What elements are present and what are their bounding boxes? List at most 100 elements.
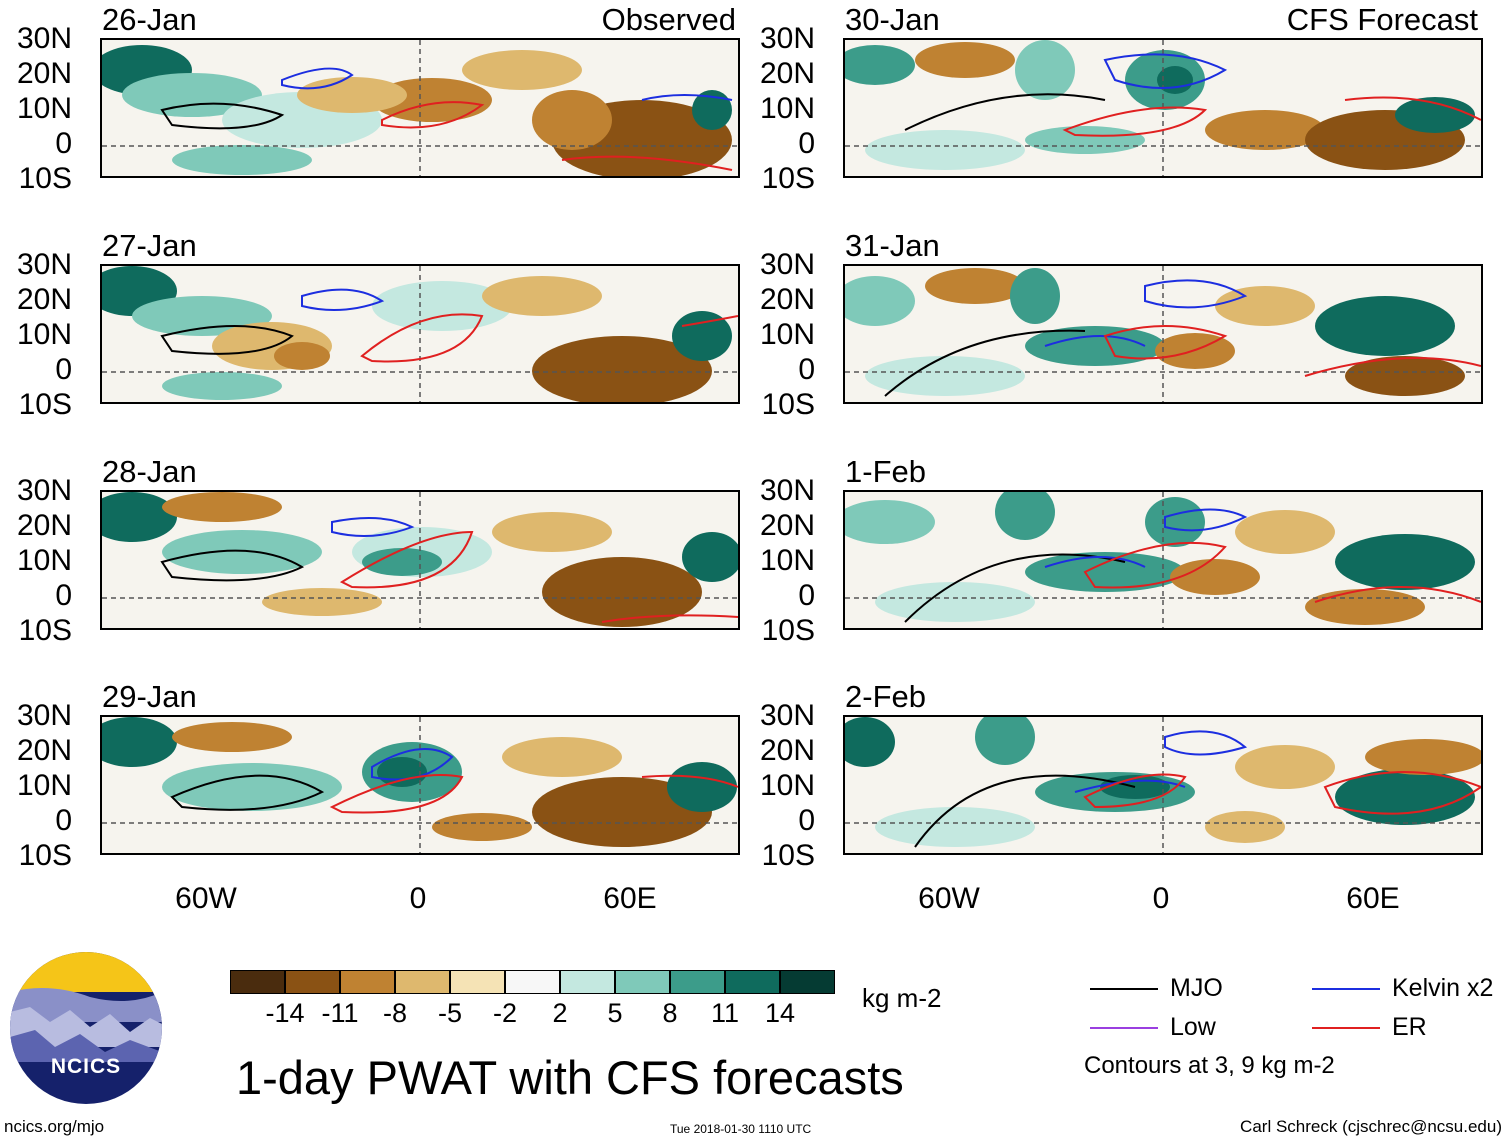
pwat-map bbox=[100, 490, 740, 630]
colorbar-swatch bbox=[670, 970, 725, 994]
anomaly-field bbox=[102, 40, 738, 176]
lat-label: 10N bbox=[16, 318, 72, 351]
lat-label: 20N bbox=[16, 734, 72, 767]
ncics-logo: NCICS bbox=[10, 952, 162, 1104]
lat-label: 0 bbox=[55, 579, 72, 612]
panel-date-label: 30-Jan bbox=[845, 2, 940, 37]
lat-label: 10N bbox=[16, 544, 72, 577]
lat-label: 10N bbox=[759, 544, 815, 577]
lat-label: 20N bbox=[759, 509, 815, 542]
lat-label: 30N bbox=[16, 474, 72, 507]
lat-label: 10N bbox=[16, 92, 72, 125]
colorbar-swatch bbox=[615, 970, 670, 994]
panel-source-label: Observed bbox=[601, 2, 736, 37]
lat-label: 10S bbox=[18, 388, 72, 421]
logo-graphic bbox=[10, 952, 162, 1104]
colorbar-tick: -8 bbox=[382, 998, 408, 1028]
lat-label: 10N bbox=[759, 92, 815, 125]
lon-label: 60W bbox=[918, 882, 980, 915]
lat-label: 10N bbox=[16, 769, 72, 802]
figure-title: 1-day PWAT with CFS forecasts bbox=[236, 1051, 904, 1104]
colorbar-swatch bbox=[780, 970, 835, 994]
anomaly-field bbox=[845, 40, 1481, 176]
pwat-map bbox=[843, 264, 1483, 404]
lat-label: 20N bbox=[16, 283, 72, 316]
colorbar-swatch bbox=[505, 970, 560, 994]
anomaly-field bbox=[102, 266, 738, 402]
lat-label: 0 bbox=[798, 579, 815, 612]
lat-label: 0 bbox=[798, 804, 815, 837]
lat-label: 20N bbox=[759, 283, 815, 316]
anomaly-field bbox=[102, 492, 738, 628]
colorbar-tick: 14 bbox=[764, 998, 796, 1028]
panel-date-label: 2-Feb bbox=[845, 679, 926, 714]
pwat-map bbox=[100, 38, 740, 178]
legend-line-low bbox=[1090, 1027, 1158, 1029]
pwat-map bbox=[100, 264, 740, 404]
lat-label: 20N bbox=[759, 57, 815, 90]
colorbar-swatch bbox=[450, 970, 505, 994]
lat-label: 30N bbox=[759, 22, 815, 55]
site-link[interactable]: ncics.org/mjo bbox=[4, 1117, 105, 1136]
colorbar-tick: 11 bbox=[710, 998, 740, 1028]
pwat-map bbox=[100, 715, 740, 855]
panel-date-label: 27-Jan bbox=[102, 228, 197, 263]
colorbar-tick: -14 bbox=[265, 998, 305, 1028]
lat-label: 10N bbox=[759, 318, 815, 351]
colorbar-swatch bbox=[725, 970, 780, 994]
panel-source-label: CFS Forecast bbox=[1286, 2, 1478, 37]
lat-label: 30N bbox=[16, 22, 72, 55]
anomaly-field bbox=[845, 266, 1481, 402]
lon-label: 60W bbox=[175, 882, 237, 915]
pwat-map bbox=[843, 38, 1483, 178]
colorbar-tick: 5 bbox=[607, 998, 623, 1028]
legend-label-mjo: MJO bbox=[1170, 974, 1223, 1002]
lat-label: 30N bbox=[16, 699, 72, 732]
colorbar-swatch bbox=[230, 970, 285, 994]
lon-label: 60E bbox=[1346, 882, 1400, 915]
legend-label-er: ER bbox=[1392, 1013, 1427, 1041]
lat-label: 0 bbox=[55, 353, 72, 386]
lat-label: 20N bbox=[759, 734, 815, 767]
timestamp: Tue 2018-01-30 1110 UTC bbox=[670, 1122, 812, 1136]
colorbar-tick: 8 bbox=[662, 998, 678, 1028]
lon-label: 0 bbox=[1152, 882, 1170, 915]
colorbar-swatch bbox=[285, 970, 340, 994]
legend-line-er bbox=[1312, 1027, 1380, 1029]
lat-label: 30N bbox=[759, 248, 815, 281]
pwat-map bbox=[843, 715, 1483, 855]
colorbar-tick: -2 bbox=[492, 998, 518, 1028]
lat-label: 20N bbox=[16, 57, 72, 90]
colorbar-tick: 2 bbox=[552, 998, 568, 1028]
anomaly-field bbox=[845, 492, 1481, 628]
lat-label: 10S bbox=[761, 388, 815, 421]
lat-label: 30N bbox=[759, 474, 815, 507]
contour-note: Contours at 3, 9 kg m-2 bbox=[1084, 1052, 1335, 1079]
panel-date-label: 28-Jan bbox=[102, 454, 197, 489]
lon-label: 60E bbox=[603, 882, 657, 915]
lon-label: 0 bbox=[409, 882, 427, 915]
lat-label: 0 bbox=[798, 127, 815, 160]
lat-label: 0 bbox=[55, 127, 72, 160]
anomaly-field bbox=[845, 717, 1481, 853]
colorbar-tick: -11 bbox=[321, 998, 359, 1028]
panel-date-label: 26-Jan bbox=[102, 2, 197, 37]
lat-label: 20N bbox=[16, 509, 72, 542]
anomaly-field bbox=[102, 717, 738, 853]
lat-label: 10S bbox=[761, 614, 815, 647]
lat-label: 30N bbox=[16, 248, 72, 281]
lat-label: 10S bbox=[761, 162, 815, 195]
colorbar-swatch bbox=[560, 970, 615, 994]
logo-text: NCICS bbox=[50, 1055, 122, 1078]
pwat-map bbox=[843, 490, 1483, 630]
panel-date-label: 1-Feb bbox=[845, 454, 926, 489]
panel-date-label: 29-Jan bbox=[102, 679, 197, 714]
lat-label: 10N bbox=[759, 769, 815, 802]
lat-label: 0 bbox=[798, 353, 815, 386]
lat-label: 30N bbox=[759, 699, 815, 732]
lat-label: 10S bbox=[761, 839, 815, 872]
colorbar-tick: -5 bbox=[437, 998, 463, 1028]
legend-line-mjo bbox=[1090, 988, 1158, 990]
lat-label: 10S bbox=[18, 839, 72, 872]
lat-label: 10S bbox=[18, 162, 72, 195]
